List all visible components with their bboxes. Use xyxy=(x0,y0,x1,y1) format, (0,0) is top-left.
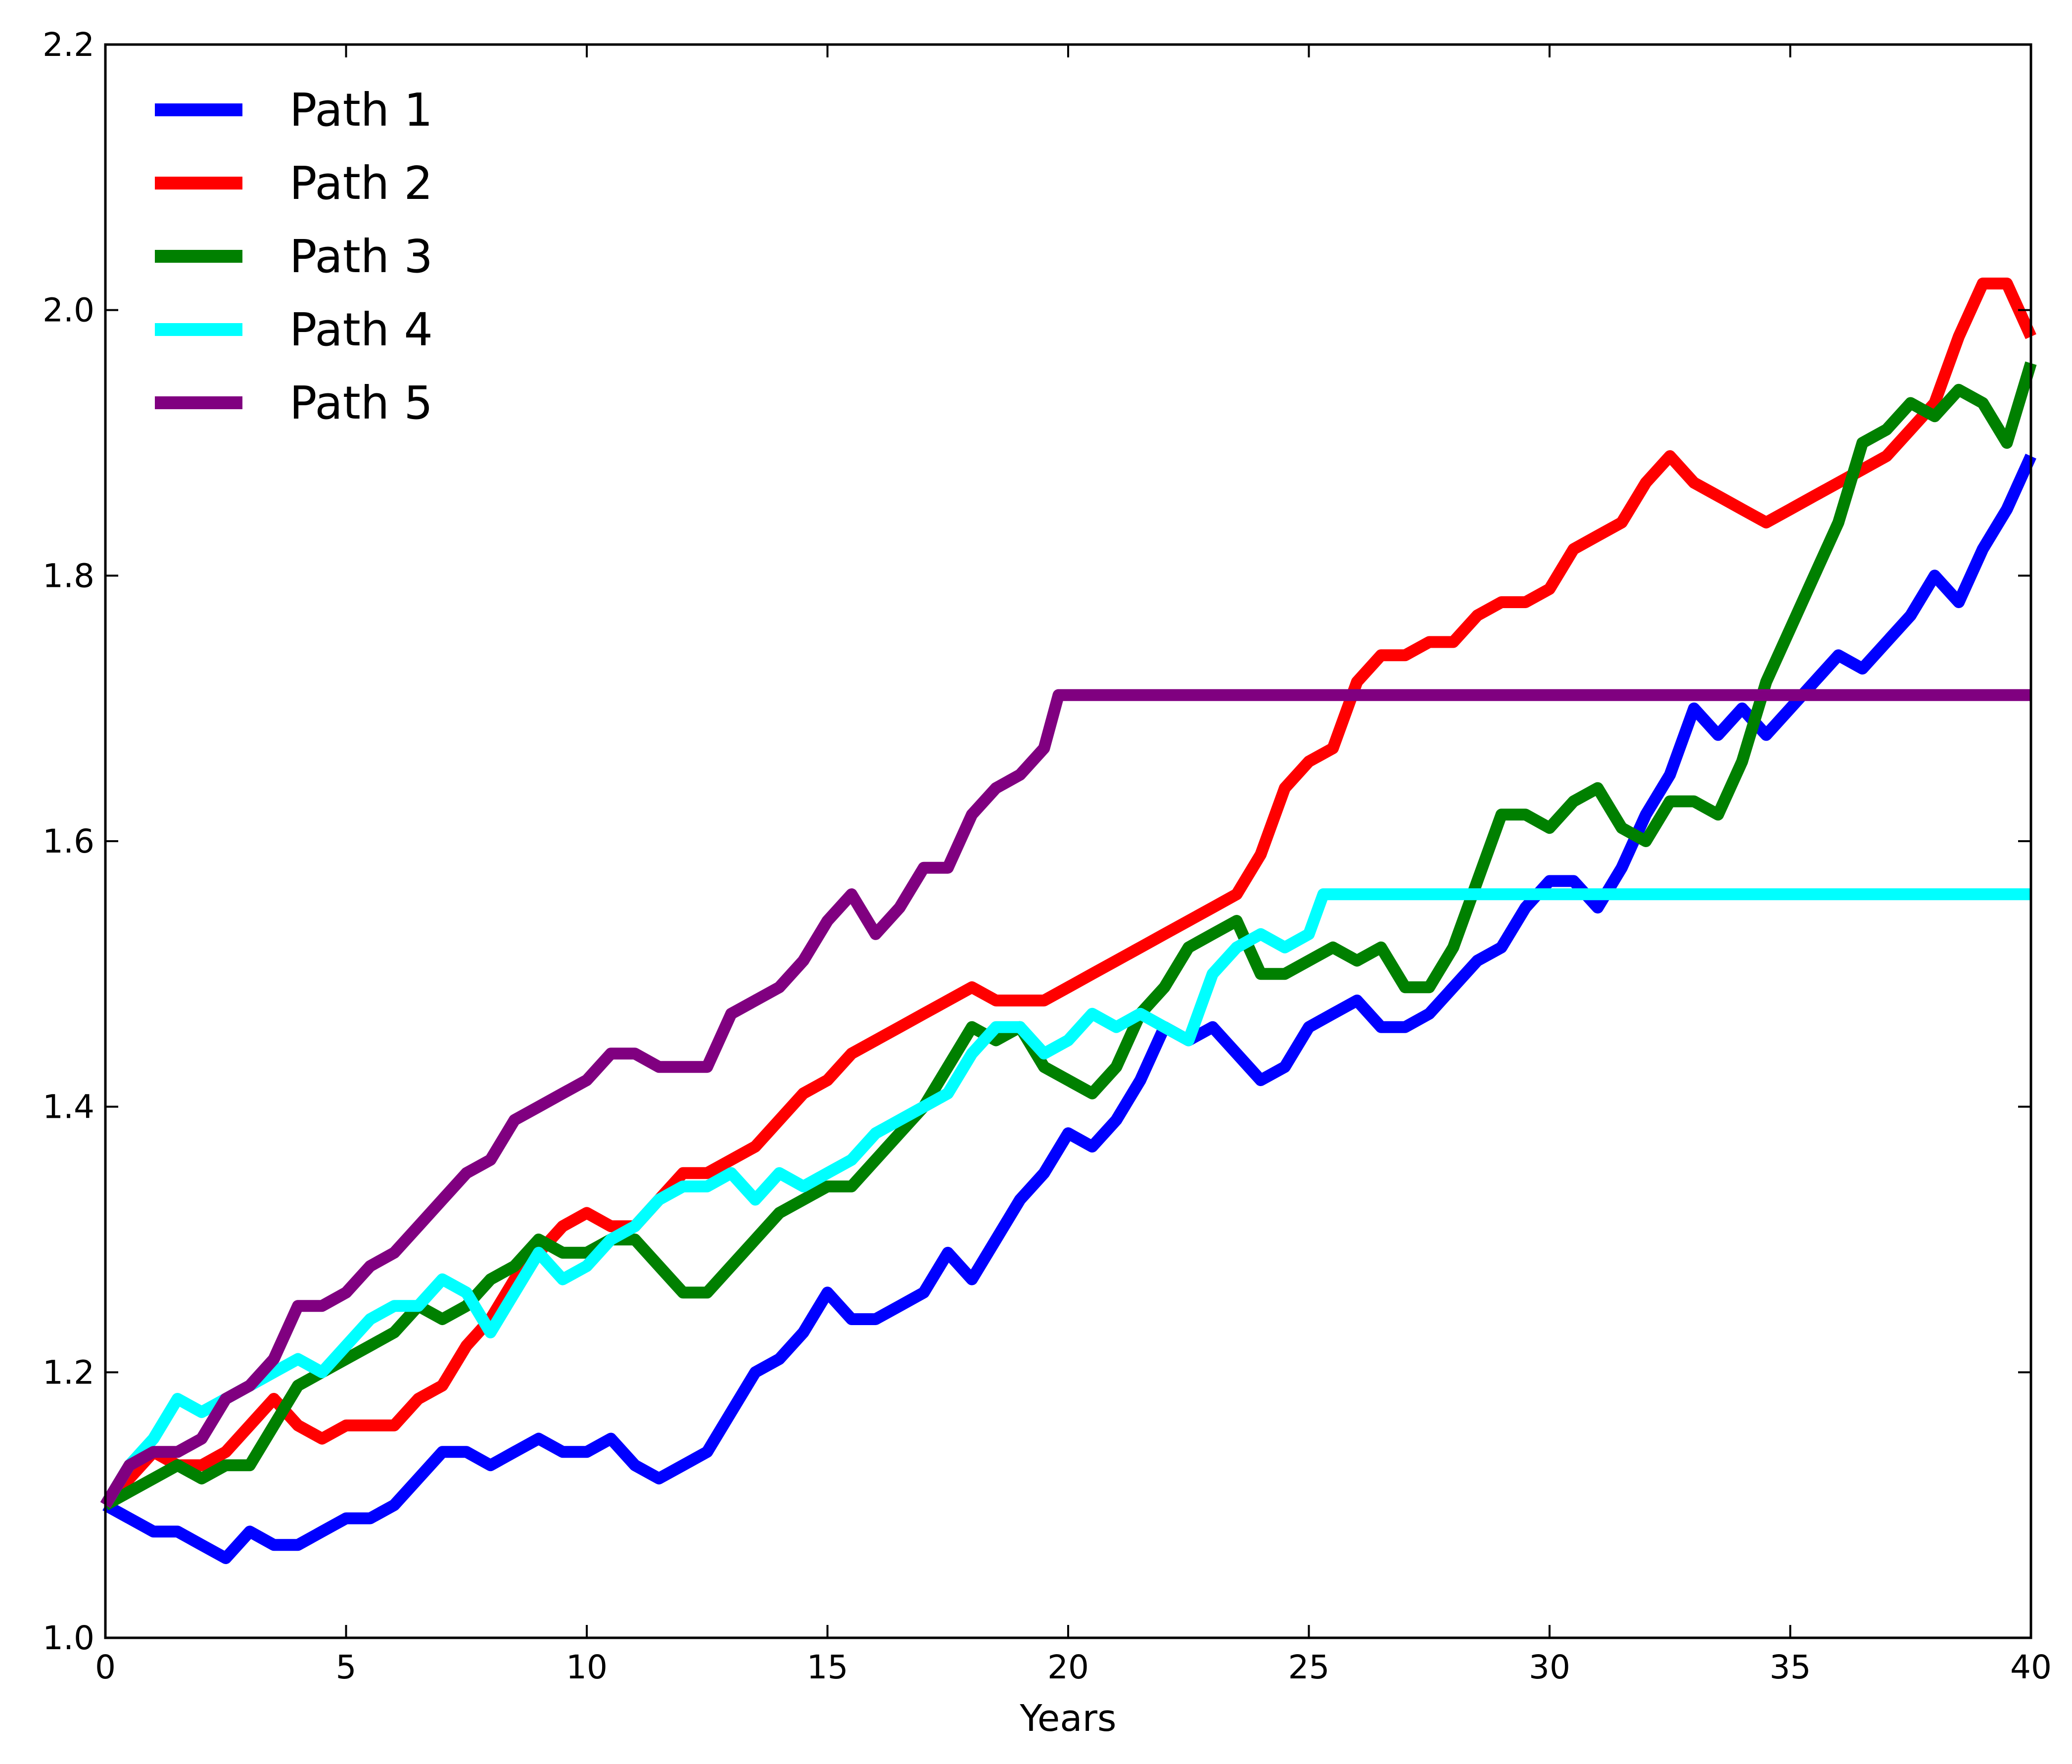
x-tick-label: 25 xyxy=(1288,1648,1330,1686)
legend-label: Path 1 xyxy=(289,84,433,137)
axes-layer: 0 5 10 15 20 25 30 35 40 1.0 1.2 1.4 1.6 1.8 2.0 2.2 xyxy=(43,26,2052,1686)
x-tick-label: 15 xyxy=(807,1648,848,1686)
y-tick-label: 1.8 xyxy=(43,557,94,595)
y-tick-label: 1.4 xyxy=(43,1088,94,1126)
x-axis-title: Years xyxy=(1019,1697,1116,1740)
x-tick-label: 5 xyxy=(336,1648,357,1686)
legend-label: Path 2 xyxy=(289,157,433,210)
series-layer xyxy=(100,278,2037,1564)
legend-label: Path 5 xyxy=(289,377,433,429)
series-line-path-2 xyxy=(101,278,2036,1509)
x-tick-label: 40 xyxy=(2010,1648,2052,1686)
y-tick-label: 2.0 xyxy=(43,291,94,330)
series-line-path-4 xyxy=(100,888,2031,1508)
series-line-path-3 xyxy=(102,361,2037,1511)
x-tick-label: 20 xyxy=(1047,1648,1089,1686)
y-tick-label: 1.6 xyxy=(43,822,94,860)
legend-label: Path 3 xyxy=(289,230,433,283)
x-tick-label: 35 xyxy=(1770,1648,1811,1686)
y-tick-label: 1.0 xyxy=(43,1619,94,1657)
series-line-path-5 xyxy=(100,689,2031,1508)
series-line-path-1 xyxy=(102,453,2036,1564)
legend-label: Path 4 xyxy=(289,303,433,356)
legend: Path 1 Path 2 Path 3 Path 4 Path 5 xyxy=(155,84,433,429)
y-tick-label: 2.2 xyxy=(43,26,94,64)
x-tick-label: 0 xyxy=(95,1648,116,1686)
x-tick-label: 10 xyxy=(566,1648,608,1686)
y-tick-label: 1.2 xyxy=(43,1353,94,1391)
x-tick-label: 30 xyxy=(1529,1648,1570,1686)
